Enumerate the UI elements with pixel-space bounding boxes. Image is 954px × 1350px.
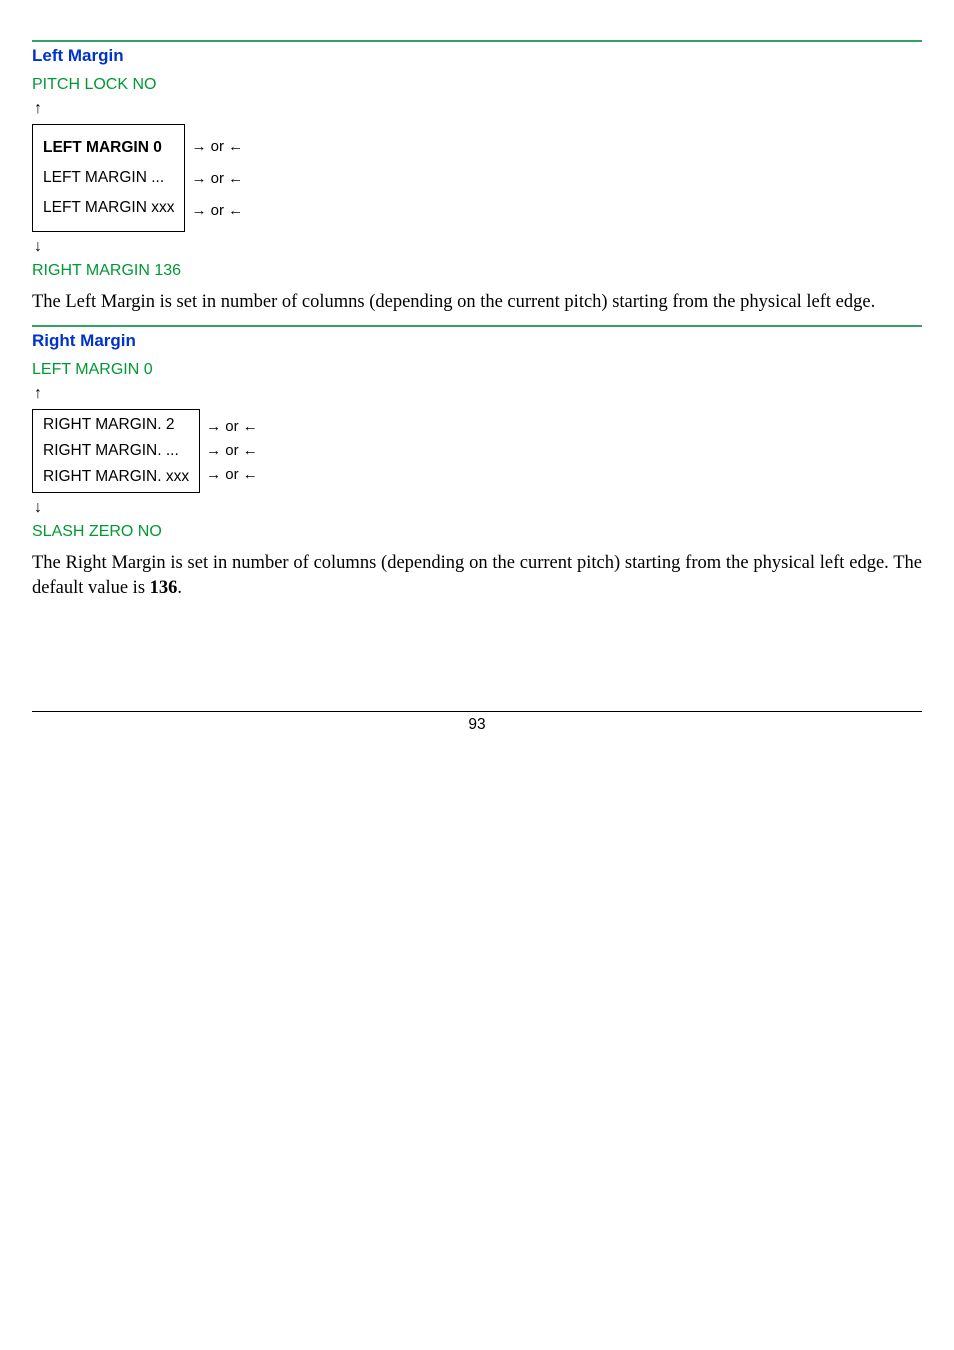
menu-item-left-margin-ellipsis: LEFT MARGIN ...	[43, 163, 174, 193]
page-number: 93	[32, 716, 922, 734]
right-margin-menu-box: RIGHT MARGIN. 2 RIGHT MARGIN. ... RIGHT …	[32, 409, 200, 493]
menu-item-right-margin-xxx: RIGHT MARGIN. xxx	[43, 464, 189, 490]
divider-top-2	[32, 325, 922, 327]
body-post: .	[177, 578, 182, 598]
side-arrow-icon: → or ←	[206, 442, 258, 459]
side-arrow-icon: → or ←	[206, 466, 258, 483]
next-menu-slash-zero: SLASH ZERO NO	[32, 523, 922, 541]
prev-menu-left-margin-0: LEFT MARGIN 0	[32, 361, 922, 379]
right-margin-menu-row: RIGHT MARGIN. 2 RIGHT MARGIN. ... RIGHT …	[32, 407, 922, 495]
body-bold-136: 136	[150, 578, 178, 598]
menu-item-right-margin-2: RIGHT MARGIN. 2	[43, 412, 189, 438]
up-arrow-icon: ↑	[34, 385, 920, 403]
section-title-right-margin: Right Margin	[32, 331, 922, 351]
up-arrow-icon: ↑	[34, 100, 920, 118]
menu-item-left-margin-xxx: LEFT MARGIN xxx	[43, 193, 174, 223]
footer-divider	[32, 711, 922, 712]
prev-menu-pitch-lock: PITCH LOCK NO	[32, 76, 922, 94]
body-text-left-margin: The Left Margin is set in number of colu…	[32, 290, 922, 315]
section-title-left-margin: Left Margin	[32, 46, 922, 66]
down-arrow-icon: ↓	[34, 499, 920, 517]
down-arrow-icon: ↓	[34, 238, 920, 256]
menu-item-left-margin-0: LEFT MARGIN 0	[43, 133, 174, 163]
side-arrow-icon: → or ←	[191, 170, 243, 187]
side-arrow-icon: → or ←	[191, 202, 243, 219]
body-text-right-margin: The Right Margin is set in number of col…	[32, 551, 922, 601]
next-menu-right-margin-136: RIGHT MARGIN 136	[32, 262, 922, 280]
side-arrow-icon: → or ←	[206, 418, 258, 435]
left-margin-menu-row: LEFT MARGIN 0 LEFT MARGIN ... LEFT MARGI…	[32, 122, 922, 234]
left-margin-menu-box: LEFT MARGIN 0 LEFT MARGIN ... LEFT MARGI…	[32, 124, 185, 232]
divider-top-1	[32, 40, 922, 42]
menu-item-right-margin-ellipsis: RIGHT MARGIN. ...	[43, 438, 189, 464]
side-arrow-icon: → or ←	[191, 138, 243, 155]
